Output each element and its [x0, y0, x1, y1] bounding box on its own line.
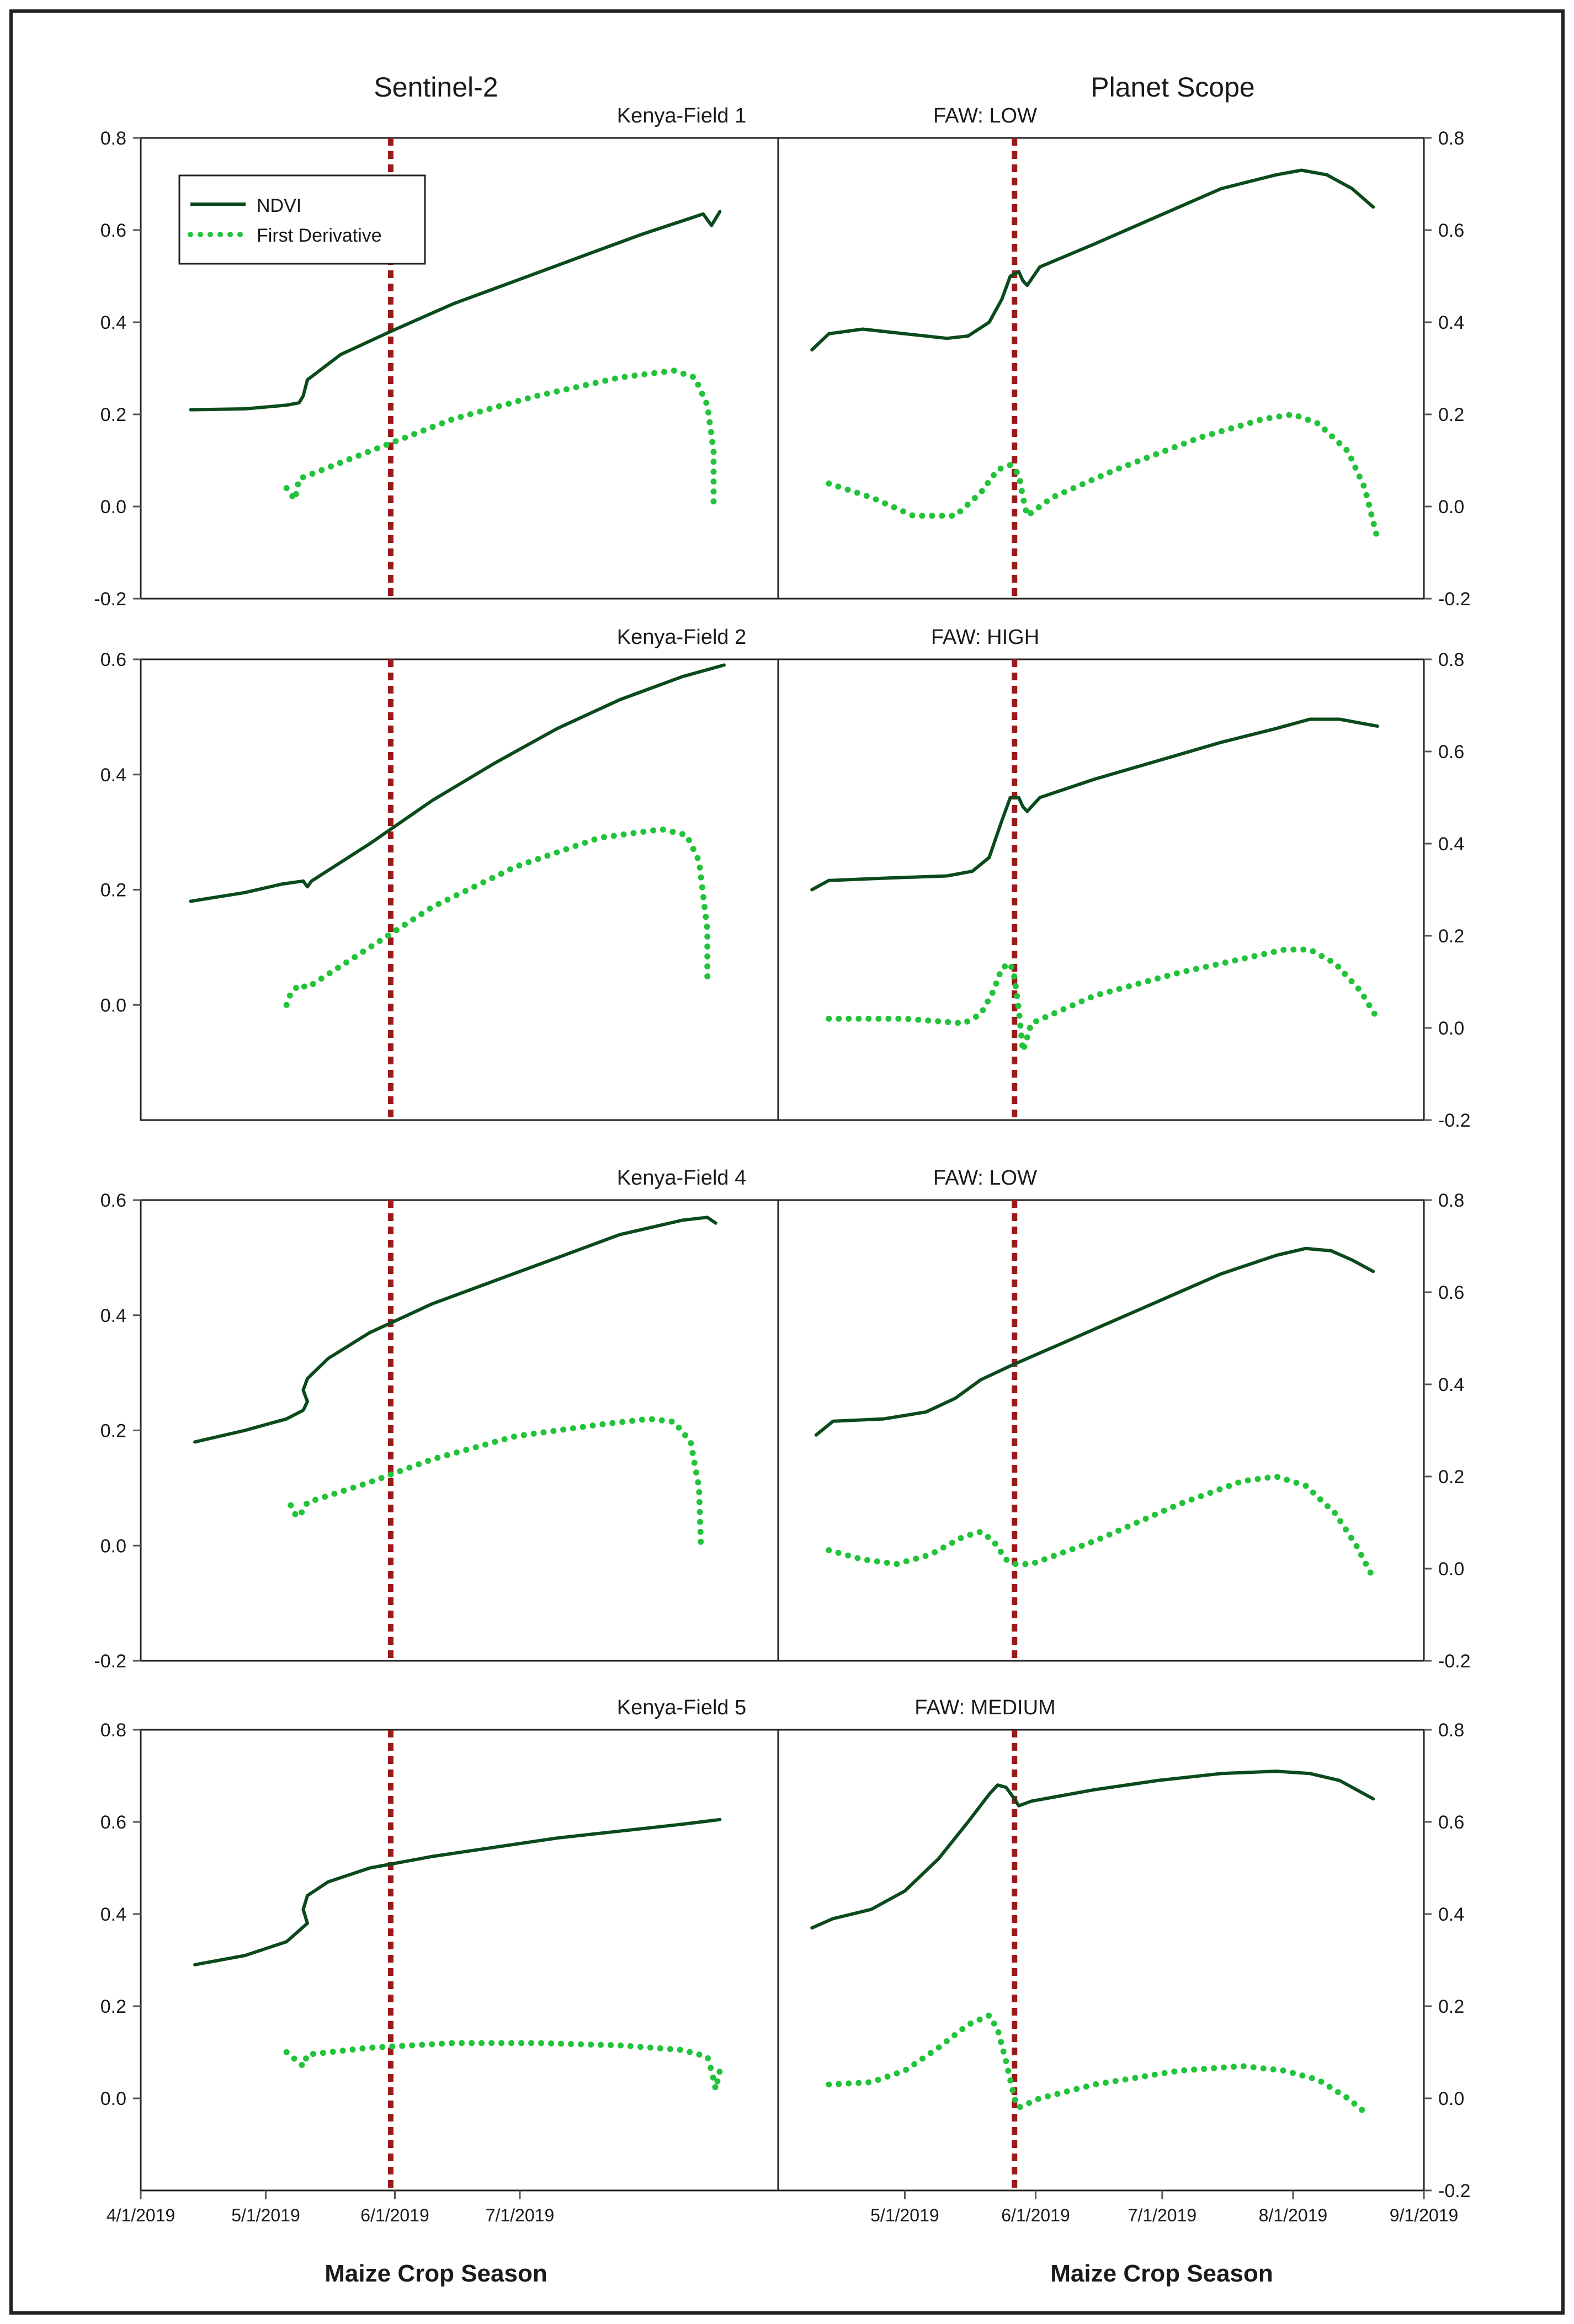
- xlabel-left: Maize Crop Season: [325, 2260, 547, 2287]
- y-tick-label: 0.0: [100, 1536, 126, 1557]
- y-tick-label: 0.2: [1438, 1467, 1464, 1488]
- y-tick-label: -0.2: [94, 1651, 126, 1672]
- y-tick-label: 0.0: [100, 2088, 126, 2109]
- y-tick-label: 0.2: [1438, 1996, 1464, 2017]
- ndvi-line: [814, 1246, 1375, 1437]
- y-tick-label: -0.2: [1438, 1110, 1471, 1131]
- y-tick-label: 0.6: [1438, 1282, 1464, 1303]
- legend-box: [178, 174, 426, 265]
- derivative-line: [283, 2040, 723, 2092]
- x-tick-label: 6/1/2019: [1001, 2205, 1070, 2225]
- x-tick-label: 7/1/2019: [1128, 2205, 1197, 2225]
- right-header: Planet Scope: [1091, 72, 1254, 103]
- x-axis: 4/1/2019 5/1/2019 6/1/2019 7/1/2019 5/1/2019…: [107, 2190, 1459, 2225]
- plot-frame: [777, 658, 1425, 1121]
- y-tick-label: 0.6: [100, 649, 126, 670]
- y-tick-label: 0.6: [100, 220, 126, 241]
- y-tick-label: 0.8: [1438, 128, 1464, 149]
- x-tick-label: 5/1/2019: [231, 2205, 300, 2225]
- y-tick-label: -0.2: [1438, 589, 1471, 610]
- y-tick-label: 0.2: [1438, 926, 1464, 947]
- y-tick-label: -0.2: [1438, 2181, 1471, 2202]
- y-tick-label: 0.4: [1438, 1904, 1464, 1925]
- ndvi-line: [193, 1817, 722, 1966]
- y-tick-label: 0.8: [100, 1720, 126, 1741]
- y-tick-label: 0.6: [1438, 1812, 1464, 1833]
- legend-ndvi-label: NDVI: [257, 195, 301, 216]
- panel-title: Kenya-Field 1: [617, 104, 746, 127]
- y-tick-label: 0.2: [1438, 404, 1464, 425]
- y-tick-label: 0.2: [100, 404, 126, 425]
- panel-s2-field4: 0.6 0.4 0.2 0.0 -0.2 Kenya-Field 4: [94, 1166, 779, 1672]
- y-tick-label: 0.2: [100, 1421, 126, 1442]
- x-tick-label: 4/1/2019: [107, 2205, 176, 2225]
- panel-title: Kenya-Field 4: [617, 1166, 746, 1190]
- y-tick-label: 0.0: [1438, 2088, 1464, 2109]
- x-tick-label: 8/1/2019: [1259, 2205, 1328, 2225]
- y-tick-label: 0.8: [1438, 649, 1464, 670]
- panel-title: Kenya-Field 2: [617, 626, 746, 649]
- panel-ps-field2: 0.8 0.6 0.4 0.2 0.0 -0.2 FAW: HIGH: [777, 626, 1471, 1131]
- y-tick-label: 0.4: [1438, 312, 1464, 333]
- y-tick-label: 0.8: [100, 128, 126, 149]
- panel-title: FAW: LOW: [933, 1166, 1037, 1190]
- y-tick-label: -0.2: [94, 589, 126, 610]
- y-tick-label: 0.0: [100, 497, 126, 518]
- panel-ps-field4: 0.8 0.6 0.4 0.2 0.0 -0.2 FAW: LOW: [777, 1166, 1471, 1672]
- x-tick-label: 9/1/2019: [1390, 2205, 1459, 2225]
- y-tick-label: 0.8: [1438, 1720, 1464, 1741]
- legend: NDVI First Derivative: [178, 174, 426, 265]
- y-tick-label: 0.0: [1438, 1559, 1464, 1580]
- y-tick-label: 0.0: [1438, 1018, 1464, 1039]
- ndvi-line: [810, 1769, 1375, 1930]
- panel-s2-field1: 0.8 0.6 0.4 0.2 0.0 -0.2 Kenya-Field 1: [94, 104, 779, 610]
- panel-title: FAW: HIGH: [931, 626, 1039, 649]
- y-tick-label: 0.4: [1438, 1374, 1464, 1395]
- xlabel-right: Maize Crop Season: [1050, 2260, 1273, 2287]
- y-tick-label: 0.0: [1438, 497, 1464, 518]
- derivative-line: [288, 1416, 704, 1555]
- y-tick-label: 0.4: [100, 312, 126, 333]
- y-tick-label: 0.4: [100, 765, 126, 786]
- plot-frame: [777, 137, 1425, 600]
- y-tick-label: 0.0: [100, 995, 126, 1016]
- y-tick-label: 0.6: [1438, 742, 1464, 763]
- y-tick-label: 0.6: [100, 1812, 126, 1833]
- y-tick-label: -0.2: [1438, 1651, 1471, 1672]
- x-tick-label: 5/1/2019: [870, 2205, 939, 2225]
- derivative-line: [283, 367, 717, 514]
- y-tick-label: 0.2: [100, 880, 126, 901]
- y-tick-label: 0.6: [100, 1190, 126, 1211]
- panel-ps-field5: 0.8 0.6 0.4 0.2 0.0 -0.2 FAW: MEDIUM: [777, 1696, 1471, 2202]
- ndvi-line: [810, 168, 1375, 352]
- y-tick-label: 0.4: [1438, 834, 1464, 855]
- x-tick-label: 6/1/2019: [360, 2205, 429, 2225]
- y-tick-label: 0.8: [1438, 1190, 1464, 1211]
- panel-title: FAW: MEDIUM: [914, 1696, 1055, 1719]
- y-tick-label: 0.4: [100, 1904, 126, 1925]
- figure-border: [9, 9, 1565, 2315]
- ndvi-line: [189, 663, 726, 903]
- panel-ps-field1: 0.8 0.6 0.4 0.2 0.0 -0.2 FAW: LOW: [777, 104, 1471, 610]
- y-tick-label: 0.4: [100, 1305, 126, 1326]
- y-tick-label: 0.6: [1438, 220, 1464, 241]
- derivative-line: [826, 2012, 1368, 2115]
- plot-frame: [777, 1729, 1425, 2192]
- x-tick-label: 7/1/2019: [486, 2205, 555, 2225]
- panel-title: FAW: LOW: [933, 104, 1037, 127]
- panel-title: Kenya-Field 5: [617, 1696, 746, 1719]
- derivative-line: [826, 1473, 1376, 1581]
- ndvi-line: [810, 717, 1379, 892]
- plot-frame: [777, 1199, 1425, 1662]
- ndvi-line: [193, 1216, 717, 1444]
- left-header: Sentinel-2: [374, 72, 498, 103]
- legend-derivative-label: First Derivative: [257, 225, 382, 246]
- derivative-line: [826, 411, 1381, 542]
- ndvi-line: [189, 210, 722, 412]
- y-tick-label: 0.2: [100, 1996, 126, 2017]
